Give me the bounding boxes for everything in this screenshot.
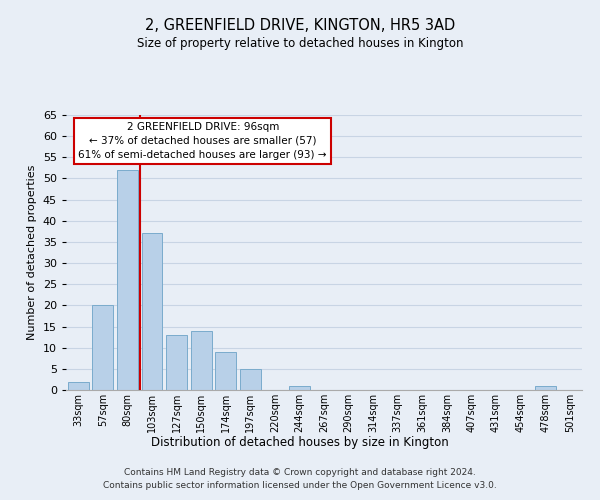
Text: Contains public sector information licensed under the Open Government Licence v3: Contains public sector information licen… — [103, 482, 497, 490]
Bar — [166, 335, 187, 390]
Bar — [191, 331, 212, 390]
Y-axis label: Number of detached properties: Number of detached properties — [27, 165, 37, 340]
Bar — [289, 386, 310, 390]
Bar — [142, 234, 163, 390]
Bar — [535, 386, 556, 390]
Text: Size of property relative to detached houses in Kington: Size of property relative to detached ho… — [137, 38, 463, 51]
Text: Contains HM Land Registry data © Crown copyright and database right 2024.: Contains HM Land Registry data © Crown c… — [124, 468, 476, 477]
Bar — [215, 352, 236, 390]
Text: Distribution of detached houses by size in Kington: Distribution of detached houses by size … — [151, 436, 449, 449]
Bar — [117, 170, 138, 390]
Bar — [68, 382, 89, 390]
Bar — [240, 369, 261, 390]
Bar — [92, 306, 113, 390]
Text: 2, GREENFIELD DRIVE, KINGTON, HR5 3AD: 2, GREENFIELD DRIVE, KINGTON, HR5 3AD — [145, 18, 455, 32]
Text: 2 GREENFIELD DRIVE: 96sqm
← 37% of detached houses are smaller (57)
61% of semi-: 2 GREENFIELD DRIVE: 96sqm ← 37% of detac… — [79, 122, 327, 160]
